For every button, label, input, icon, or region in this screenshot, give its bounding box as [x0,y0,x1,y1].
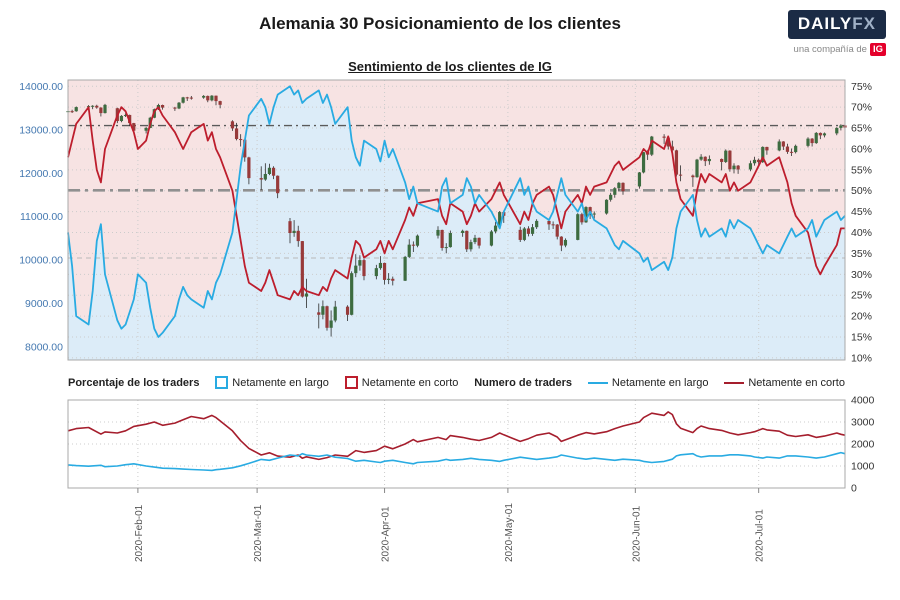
legend-pct-title: Porcentaje de los traders [68,376,200,389]
legend-count-net-long-label: Netamente en largo [611,376,709,389]
count-tick-label: 1000 [851,461,875,473]
percent-tick-label: 20% [851,311,872,323]
percent-tick-label: 65% [851,123,872,135]
legend-pct-net-short-label: Netamente en corto [361,376,459,389]
price-tick-label: 14000.00 [19,81,63,93]
price-axis-labels: 14000.00 13000.00 12000.00 11000.00 10000.00… [19,81,63,353]
count-axis-labels: 4000 3000 2000 1000 0 [851,395,875,495]
legend-count-net-long: Netamente en largo [587,376,709,389]
logo-daily-text: DAILY [797,14,853,33]
legend-pct-net-short: Netamente en corto [344,376,459,389]
date-tick-label: 2020-Mar-01 [253,504,264,562]
price-tick-label: 10000.00 [19,255,63,267]
net-short-pct-line [67,106,845,301]
percent-tick-label: 50% [851,185,872,197]
percent-tick-label: 15% [851,332,872,344]
tagline-text: una compañía de [793,44,867,55]
count-tick-label: 4000 [851,395,875,407]
date-tick-label: 2020-May-01 [504,503,515,562]
percent-tick-label: 30% [851,269,872,281]
dailyfx-logo[interactable]: DAILYFX una compañía de IG [754,10,886,56]
net-short-swatch-icon [344,376,358,389]
price-tick-label: 8000.00 [25,341,63,353]
logo-tagline: una compañía de IG [754,43,886,56]
grid-lower [68,400,845,488]
net-short-count-line [67,411,846,461]
date-tick-label: 2020-Jul-01 [755,509,766,562]
legend-pct-net-long-label: Netamente en largo [232,376,329,389]
ig-logo: IG [869,43,886,56]
percent-tick-label: 45% [851,206,872,218]
traders-count-chart: 4000 3000 2000 1000 0 [67,395,875,495]
price-tick-label: 12000.00 [19,168,63,180]
date-tick-label: 2020-Jun-01 [631,505,642,562]
date-tick-label: 2020-Feb-01 [134,504,145,562]
net-long-pct-line [67,85,846,338]
percent-tick-label: 60% [851,143,872,155]
grid-upper [68,80,845,360]
percent-tick-label: 10% [851,352,872,364]
legend: Porcentaje de los traders Netamente en l… [68,376,845,389]
percent-tick-label: 70% [851,102,872,114]
upper-chart-border [67,79,846,361]
count-tick-label: 2000 [851,439,875,451]
legend-count-net-short-label: Netamente en corto [748,376,845,389]
price-tick-label: 11000.00 [20,211,63,223]
chart-subtitle: Sentimiento de los clientes de IG [348,59,552,74]
legend-count-net-short: Netamente en corto [724,377,845,389]
percent-axis-labels: 75% 70% 65% 60% 55% 50% 45% 40% 35% 30% 25% 20% 15% 1… [851,81,872,365]
net-long-line-icon [587,381,608,384]
count-tick-label: 0 [851,483,857,495]
price-tick-label: 13000.00 [19,124,63,136]
percent-tick-label: 35% [851,248,872,260]
percent-tick-label: 25% [851,290,872,302]
net-long-swatch-icon [215,376,229,389]
lower-chart-border [67,399,846,489]
logo-fx-text: FX [852,14,876,33]
page-title: Alemania 30 Posicionamiento de los clien… [259,14,621,33]
percent-tick-label: 55% [851,164,872,176]
legend-count-title: Numero de traders [474,376,573,389]
net-short-line-icon [724,381,745,384]
legend-pct-net-long: Netamente en largo [215,376,329,389]
price-sentiment-chart: 14000.00 13000.00 12000.00 11000.00 10000.00… [19,79,872,365]
count-tick-label: 3000 [851,417,875,429]
price-tick-label: 9000.00 [25,298,63,310]
net-long-majority-shading [68,86,845,361]
percent-tick-label: 75% [851,81,872,93]
candlestick-series [66,95,847,337]
date-axis-labels: 2020-Feb-01 2020-Mar-01 2020-Apr-01 2020-Ma… [134,488,766,562]
date-tick-label: 2020-Apr-01 [381,506,392,562]
dailyfx-logo-box: DAILYFX [787,10,886,39]
net-long-count-line [67,451,846,472]
percent-tick-label: 40% [851,227,872,239]
